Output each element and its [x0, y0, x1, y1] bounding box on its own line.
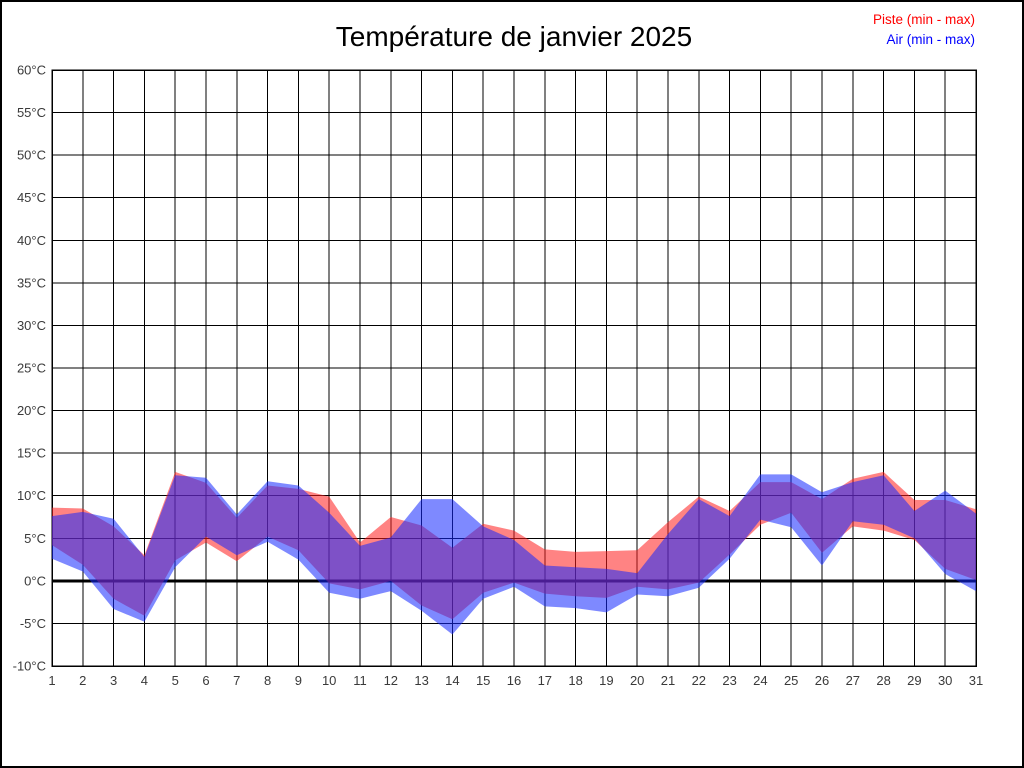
- x-tick-label: 6: [202, 673, 209, 688]
- y-tick-label: 35°C: [17, 275, 46, 290]
- legend-piste-label: Piste (min - max): [872, 12, 975, 27]
- y-tick-label: 5°C: [24, 531, 46, 546]
- x-tick-label: 10: [322, 673, 336, 688]
- x-tick-label: 13: [414, 673, 428, 688]
- y-tick-label: 15°C: [17, 446, 46, 461]
- x-tick-label: 22: [692, 673, 706, 688]
- x-tick-label: 12: [384, 673, 398, 688]
- y-tick-label: -10°C: [13, 659, 46, 674]
- y-tick-label: 50°C: [17, 148, 46, 163]
- y-tick-label: 40°C: [17, 233, 46, 248]
- x-tick-label: 15: [476, 673, 490, 688]
- y-tick-label: 55°C: [17, 105, 46, 120]
- x-tick-label: 5: [172, 673, 179, 688]
- x-tick-label: 18: [568, 673, 582, 688]
- x-tick-label: 3: [110, 673, 117, 688]
- x-tick-label: 25: [784, 673, 798, 688]
- legend: Piste (min - max) Air (min - max): [873, 10, 975, 50]
- x-tick-label: 11: [353, 673, 367, 688]
- x-tick-label: 27: [846, 673, 860, 688]
- x-tick-label: 24: [753, 673, 767, 688]
- x-tick-label: 16: [507, 673, 521, 688]
- y-tick-label: 30°C: [17, 318, 46, 333]
- y-tick-label: 10°C: [17, 488, 46, 503]
- legend-air-label: Air (min - max): [886, 32, 976, 47]
- x-axis-labels: 1 2 3 4 5 6 7 8 9 10 11 12 13 14 15 16 17 18 19 20 21 22 23 24 2…: [48, 673, 983, 688]
- y-tick-label: 60°C: [17, 63, 46, 78]
- x-tick-label: 29: [907, 673, 921, 688]
- x-tick-label: 14: [445, 673, 459, 688]
- x-tick-label: 7: [233, 673, 240, 688]
- y-tick-label: -5°C: [20, 616, 46, 631]
- plot-border: [51, 69, 977, 667]
- x-tick-label: 1: [48, 673, 55, 688]
- x-tick-label: 30: [938, 673, 952, 688]
- x-tick-label: 19: [599, 673, 613, 688]
- chart-title: Température de janvier 2025: [335, 21, 693, 52]
- air-minmax-band: [52, 474, 976, 635]
- x-tick-label: 21: [661, 673, 675, 688]
- x-tick-label: 26: [815, 673, 829, 688]
- x-tick-label: 23: [722, 673, 736, 688]
- x-tick-label: 2: [79, 673, 86, 688]
- x-tick-label: 17: [538, 673, 552, 688]
- y-axis-labels: 60°C 55°C 50°C 45°C 40°C 35°C 30°C 25°C 20°C 15°C…: [13, 63, 46, 674]
- x-tick-label: 4: [141, 673, 148, 688]
- y-tick-label: 45°C: [17, 190, 46, 205]
- x-tick-label: 28: [876, 673, 890, 688]
- x-tick-label: 9: [295, 673, 302, 688]
- y-tick-label: 20°C: [17, 403, 46, 418]
- x-tick-label: 8: [264, 673, 271, 688]
- x-tick-label: 31: [969, 673, 983, 688]
- y-tick-label: 25°C: [17, 361, 46, 376]
- y-tick-label: 0°C: [24, 573, 46, 588]
- x-tick-label: 20: [630, 673, 644, 688]
